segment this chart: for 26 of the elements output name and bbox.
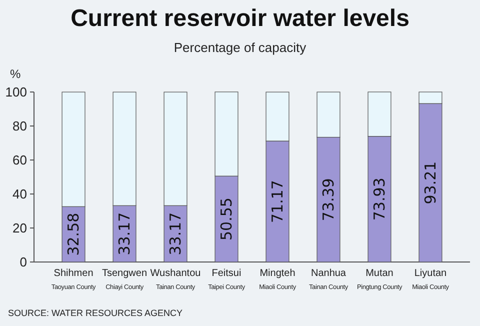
x-tick-label: Shihmen Taoyuan County bbox=[51, 268, 97, 291]
data-label: 73.39 bbox=[319, 178, 338, 222]
y-axis-title: % bbox=[10, 67, 21, 81]
y-tick-label: 80 bbox=[12, 118, 27, 134]
chart-subtitle: Percentage of capacity bbox=[174, 40, 307, 55]
y-tick-label: 100 bbox=[5, 84, 27, 100]
y-tick-label: 60 bbox=[12, 152, 27, 168]
x-tick-label: Nanhua Tainan County bbox=[309, 268, 349, 291]
x-tick-label: Mutan Pingtung County bbox=[356, 268, 403, 291]
data-label: 73.93 bbox=[370, 178, 388, 221]
data-label: 71.17 bbox=[268, 180, 286, 223]
x-tick-label: Feitsui Taipei County bbox=[208, 268, 246, 291]
x-tick-label: Wushantou Tainan County bbox=[150, 268, 201, 291]
data-label: 33.17 bbox=[166, 212, 185, 256]
y-tick-label: 20 bbox=[12, 220, 27, 236]
source-note: SOURCE: WATER RESOURCES AGENCY bbox=[8, 308, 183, 318]
data-label: 33.17 bbox=[116, 212, 134, 256]
data-label: 50.55 bbox=[218, 198, 236, 241]
data-label: 32.58 bbox=[64, 212, 83, 256]
chart-title: Current reservoir water levels bbox=[70, 5, 410, 32]
y-tick-label: 40 bbox=[12, 186, 27, 202]
data-label: 93.21 bbox=[421, 161, 440, 204]
x-tick-label: Mingteh Miaoli County bbox=[259, 268, 297, 291]
y-tick-label: 0 bbox=[20, 254, 27, 270]
x-tick-label: Tsengwen Chiayi County bbox=[102, 268, 148, 291]
x-tick-label: Liyutan Miaoli County bbox=[412, 268, 450, 291]
